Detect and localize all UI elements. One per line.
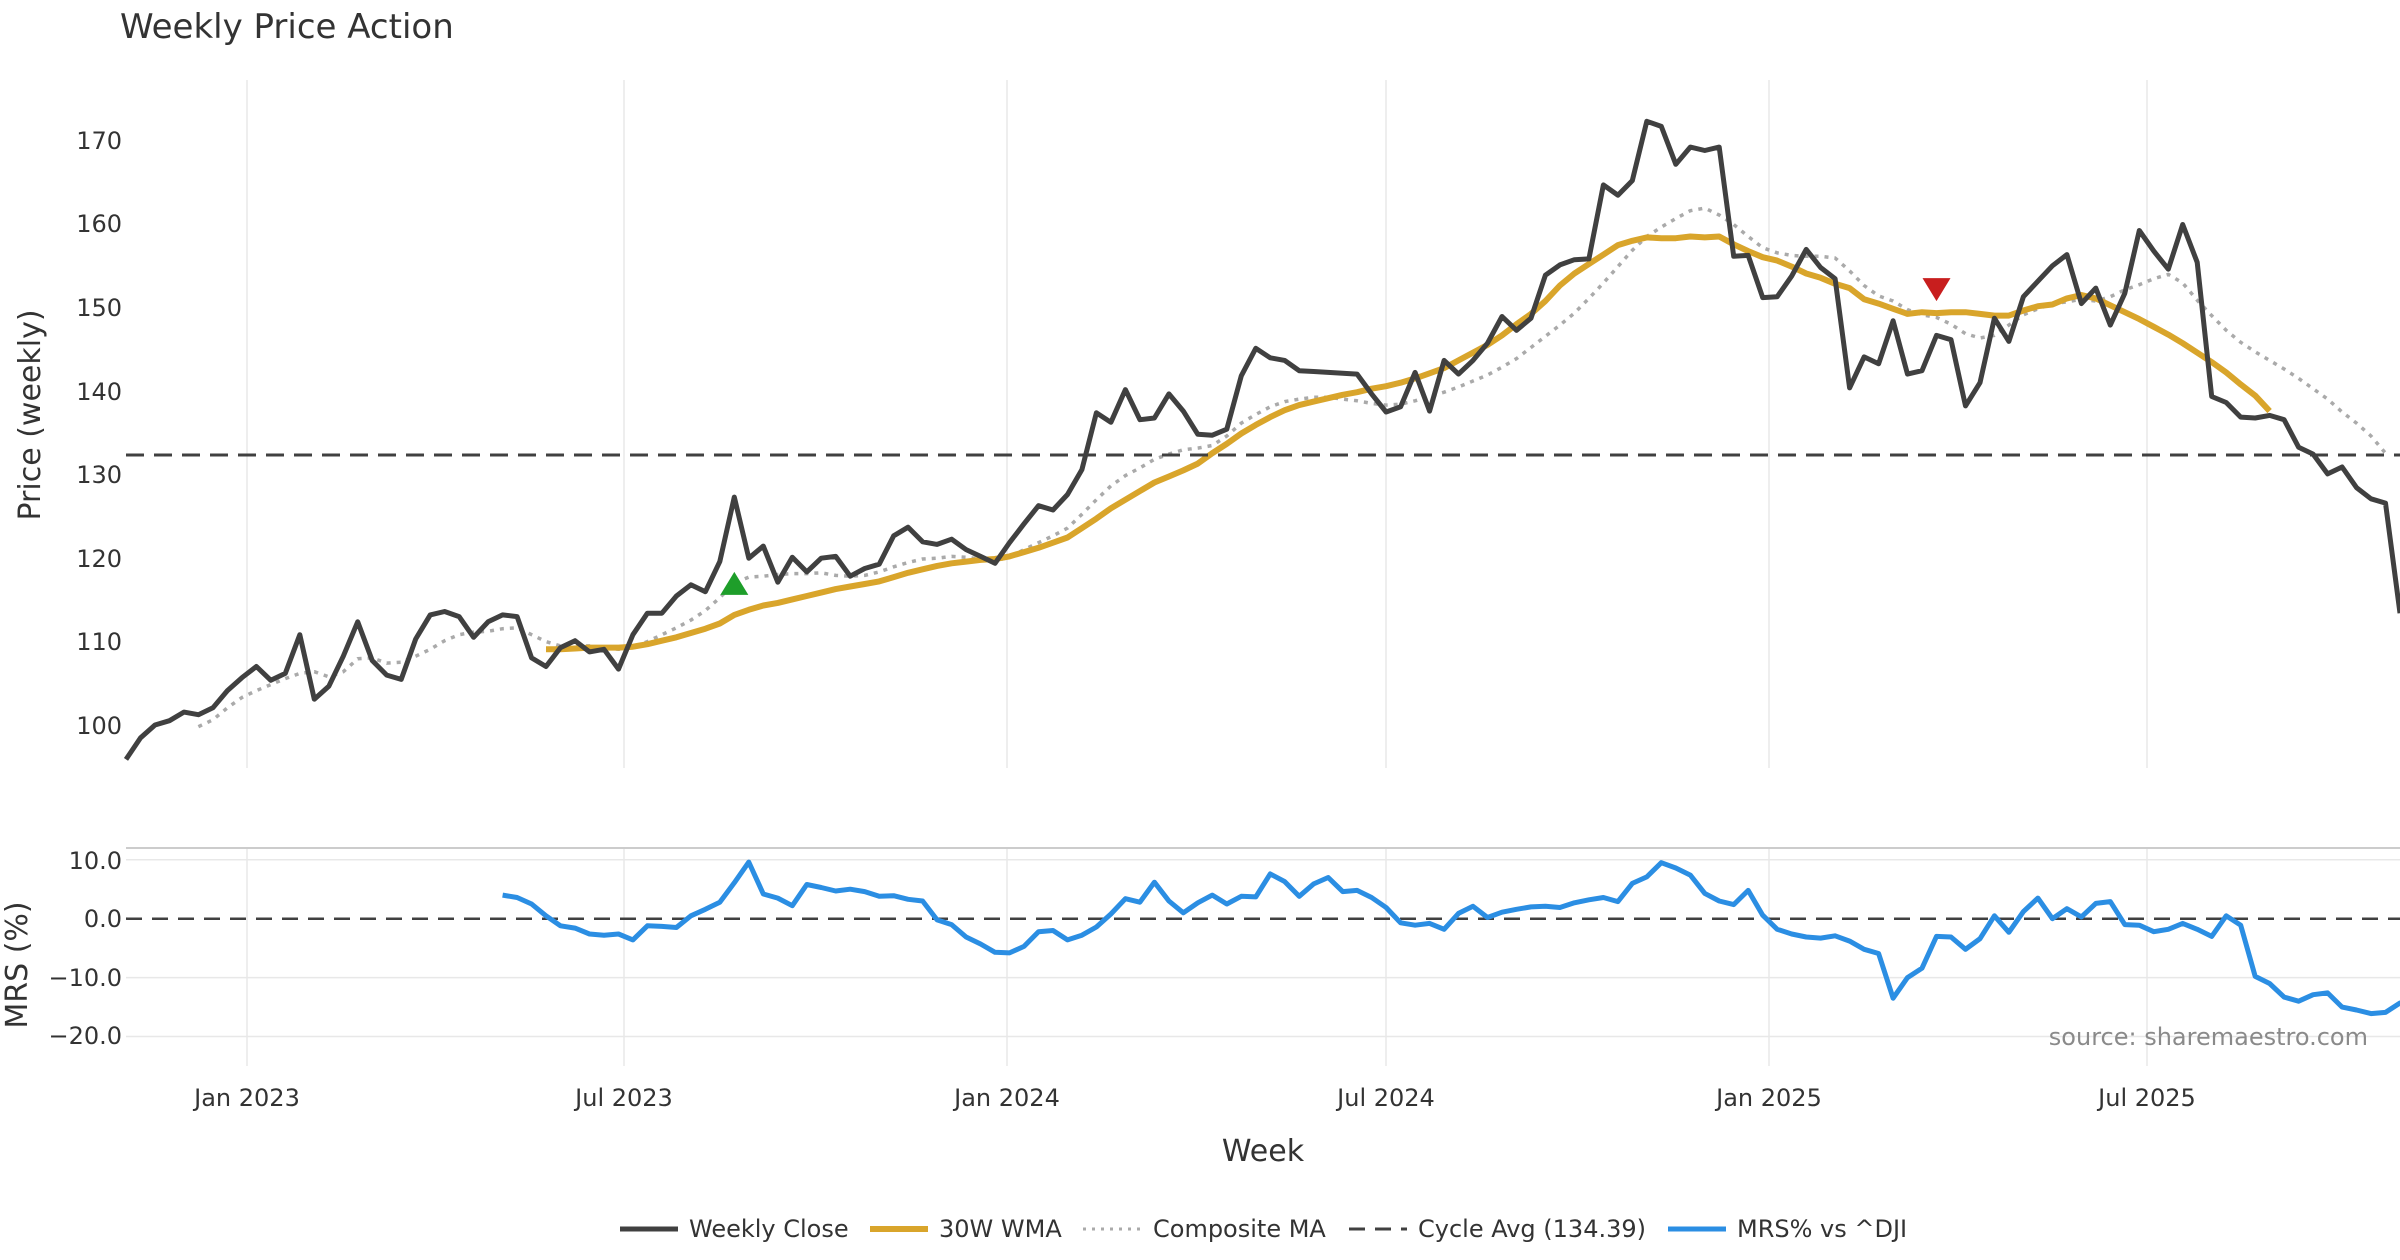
- price-y-tick: 140: [76, 378, 122, 406]
- price-y-tick: 110: [76, 628, 122, 656]
- mrs-line: [502, 859, 2400, 1017]
- mrs-y-axis-label: MRS (%): [0, 901, 35, 1028]
- mrs-y-tick: 10.0: [69, 847, 122, 875]
- weekly-close-line: [123, 118, 2400, 761]
- x-tick: Jul 2025: [2096, 1084, 2196, 1112]
- price-y-axis-label: Price (weekly): [13, 309, 48, 520]
- series-layer: [123, 118, 2400, 1017]
- price-y-tick: 170: [76, 127, 122, 155]
- legend-label: Composite MA: [1153, 1215, 1326, 1243]
- price-y-tick: 150: [76, 294, 122, 322]
- price-y-tick: 130: [76, 461, 122, 489]
- legend-label: Cycle Avg (134.39): [1418, 1215, 1646, 1243]
- x-tick: Jul 2024: [1335, 1084, 1435, 1112]
- grid-layer: [126, 80, 2400, 1066]
- price-y-tick: 100: [76, 712, 122, 740]
- sell-signal-marker: [1922, 278, 1951, 302]
- source-text: source: sharemaestro.com: [2049, 1023, 2368, 1051]
- x-tick: Jan 2025: [1714, 1084, 1822, 1112]
- wma-30w-line: [546, 233, 2272, 653]
- x-tick: Jan 2023: [192, 1084, 300, 1112]
- legend-label: Weekly Close: [689, 1215, 849, 1243]
- chart-title: Weekly Price Action: [120, 7, 454, 47]
- legend-label: MRS% vs ^DJI: [1737, 1215, 1907, 1243]
- mrs-y-tick: −20.0: [48, 1022, 122, 1050]
- x-tick: Jan 2024: [952, 1084, 1060, 1112]
- mrs-y-tick: 0.0: [84, 905, 122, 933]
- buy-signal-marker: [720, 571, 749, 595]
- price-y-tick: 120: [76, 545, 122, 573]
- legend-label: 30W WMA: [939, 1215, 1062, 1243]
- x-tick: Jul 2023: [573, 1084, 673, 1112]
- x-axis-label: Week: [1222, 1134, 1305, 1169]
- mrs-y-tick: −10.0: [48, 964, 122, 992]
- legend: Weekly Close 30W WMA Composite MA Cycle …: [620, 1215, 1907, 1243]
- price-y-tick: 160: [76, 210, 122, 238]
